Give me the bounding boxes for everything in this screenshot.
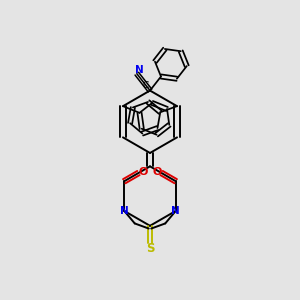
Text: C: C xyxy=(142,81,149,90)
Text: O: O xyxy=(139,167,148,176)
Text: N: N xyxy=(120,206,129,216)
Text: S: S xyxy=(146,242,154,255)
Text: N: N xyxy=(135,65,144,75)
Text: N: N xyxy=(171,206,180,216)
Text: O: O xyxy=(152,167,161,176)
